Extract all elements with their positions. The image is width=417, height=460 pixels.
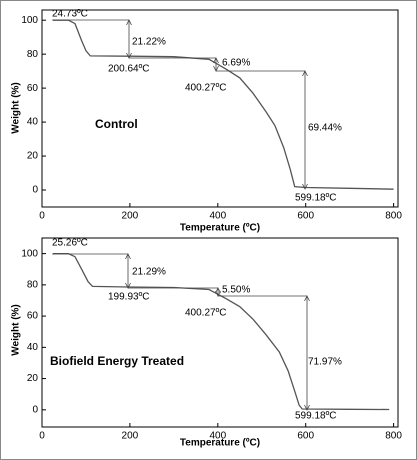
arrow-head (215, 287, 221, 294)
arrow-head (125, 253, 131, 260)
sample-label: Control (95, 117, 138, 131)
x-tick-label: 600 (297, 431, 314, 442)
annotation: 24.73ºC (52, 9, 88, 20)
annotation: 400.27ºC (185, 83, 226, 94)
annotation: 5.50% (222, 285, 250, 296)
x-tick-label: 200 (122, 211, 139, 222)
annotation: 599.18ºC (295, 411, 336, 422)
y-axis-title: Weight (%) (11, 82, 22, 133)
annotation: 21.22% (132, 37, 166, 48)
y-tick-label: 100 (21, 248, 38, 259)
annotation: 200.64ºC (108, 64, 149, 75)
arrow-head (215, 290, 221, 297)
annotation: 599.18ºC (295, 193, 336, 204)
plot-area (41, 9, 399, 208)
x-tick-label: 400 (209, 211, 226, 222)
x-tick-label: 600 (297, 211, 314, 222)
x-tick-label: 800 (385, 431, 402, 442)
annotation: 21.29% (132, 267, 166, 278)
y-tick-label: 0 (32, 404, 38, 415)
x-axis-title: Temperature (ºC) (180, 223, 260, 234)
arrow-head (304, 404, 310, 411)
annotation: 400.27ºC (185, 308, 226, 319)
annotation: 69.44% (308, 123, 342, 134)
y-tick-label: 40 (27, 342, 39, 353)
y-tick-label: 80 (27, 49, 39, 60)
annotation: 6.69% (222, 58, 250, 69)
annotation: 71.97% (308, 357, 342, 368)
data-line (53, 252, 390, 411)
arrow-head (126, 52, 132, 59)
y-tick-label: 60 (27, 83, 39, 94)
plot-area (41, 237, 399, 428)
arrow-head (304, 295, 310, 302)
y-tick-label: 100 (21, 15, 38, 26)
arrow-head (302, 70, 308, 77)
x-tick-label: 0 (39, 211, 45, 222)
arrow-head (126, 19, 132, 26)
y-tick-label: 80 (27, 280, 39, 291)
x-tick-label: 0 (39, 431, 45, 442)
data-line (53, 19, 394, 190)
y-tick-label: 60 (27, 311, 39, 322)
x-tick-label: 800 (385, 211, 402, 222)
annotation: 25.26ºC (52, 238, 88, 249)
arrow-head (213, 65, 219, 72)
arrow-head (302, 183, 308, 190)
sample-label: Biofield Energy Treated (50, 354, 184, 368)
y-tick-label: 0 (32, 185, 38, 196)
arrow-head (125, 282, 131, 289)
x-tick-label: 200 (122, 431, 139, 442)
annotation: 199.93ºC (108, 292, 149, 303)
arrow-head (213, 57, 219, 64)
x-tick-label: 400 (209, 431, 226, 442)
y-tick-label: 20 (27, 151, 39, 162)
x-axis-title: Temperature (ºC) (180, 438, 260, 449)
y-tick-label: 20 (27, 373, 39, 384)
y-tick-label: 40 (27, 117, 39, 128)
y-axis-title: Weight (%) (11, 304, 22, 355)
